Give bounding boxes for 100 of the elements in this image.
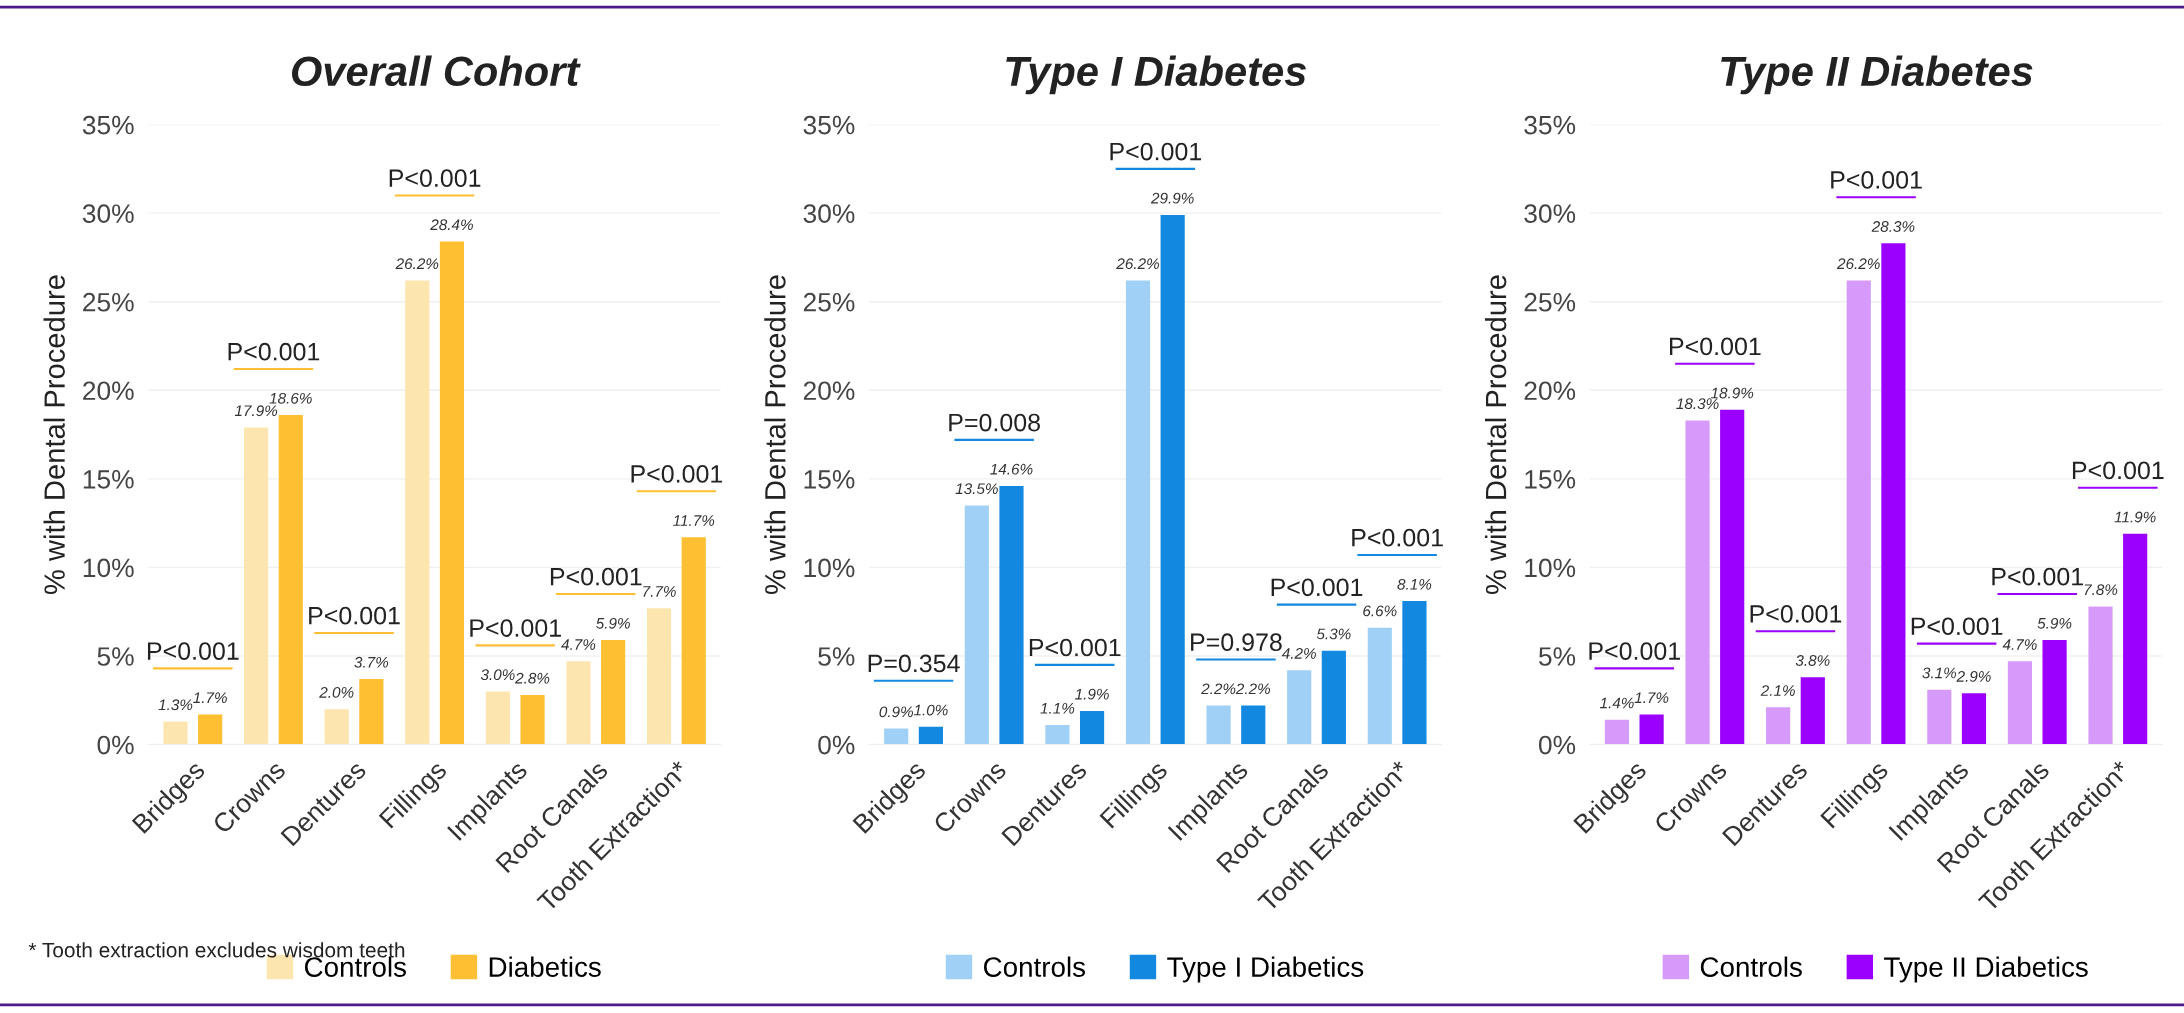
bar (278, 415, 303, 745)
bar (1287, 670, 1312, 745)
annotation: P<0.001 (147, 642, 239, 660)
bar (1045, 725, 1070, 745)
data-label: 14.6% (990, 463, 1033, 475)
data-label: 2.2% (1235, 683, 1271, 695)
y-tick-label: 10% (1525, 558, 1576, 578)
bar (2007, 661, 2032, 745)
bar (1241, 705, 1266, 745)
bar (1766, 707, 1791, 745)
bar (2042, 640, 2067, 745)
legend-label: Controls (984, 956, 1086, 977)
y-tick-label: 30% (803, 204, 855, 223)
bar (1846, 280, 1871, 745)
bar (163, 721, 188, 745)
data-label: 1.7% (193, 692, 227, 704)
data-label: 18.9% (1710, 387, 1754, 399)
bar (405, 280, 430, 745)
y-tick-label: 20% (1524, 381, 1576, 401)
legend-label: Type I Diabetics (1167, 956, 1364, 983)
y-tick-label: 5% (818, 647, 855, 666)
bar (324, 709, 349, 745)
data-label: 2.8% (515, 672, 550, 684)
annotation: P<0.001 (1589, 642, 1680, 660)
data-label: 5.9% (2037, 617, 2072, 629)
data-label: 4.7% (561, 639, 596, 650)
bar (1927, 689, 1952, 745)
y-tick-label: 0% (1538, 735, 1576, 755)
bar (1367, 627, 1392, 745)
data-label: 2.2% (1201, 683, 1236, 695)
bar (1160, 214, 1185, 745)
y-tick-label: 25% (83, 292, 134, 312)
bar (1639, 714, 1664, 745)
bar (520, 694, 545, 745)
y-tick-label: 35% (82, 115, 134, 135)
bar (964, 505, 989, 745)
annotation: P<0.001 (470, 619, 561, 637)
data-label: 0.9% (879, 706, 913, 718)
data-label: 26.2% (1836, 258, 1880, 270)
data-label: 18.3% (1676, 398, 1719, 410)
data-label: 11.7% (673, 515, 715, 526)
bar (601, 640, 626, 745)
data-label: 2.0% (319, 686, 354, 698)
data-label: 2.1% (1760, 685, 1795, 696)
y-tick-label: 15% (1525, 470, 1576, 489)
annotation: P=0.978 (1191, 633, 1282, 652)
y-tick-label: 30% (82, 204, 134, 223)
data-label: 3.0% (480, 669, 515, 681)
data-label: 26.2% (1116, 258, 1160, 270)
y-tick-label: 15% (83, 470, 134, 489)
chart-title: Overall Cohort (291, 55, 581, 87)
annotation: P=0.008 (949, 413, 1040, 432)
data-label: 5.3% (1316, 628, 1351, 640)
y-tick-label: 35% (1524, 115, 1576, 135)
data-label: 1.9% (1075, 688, 1109, 700)
annotation: P<0.001 (1670, 337, 1761, 356)
y-tick-label: 10% (83, 558, 134, 578)
data-label: 13.5% (955, 483, 998, 495)
bar (918, 726, 943, 745)
annotation: P<0.001 (1352, 528, 1443, 547)
data-label: 3.7% (354, 656, 389, 668)
bar (1685, 420, 1710, 745)
bar (1125, 280, 1151, 745)
chart-title: Type II Diabetes (1721, 55, 2033, 95)
bar (1206, 705, 1231, 745)
data-label: 5.9% (596, 617, 630, 629)
bar (1604, 719, 1630, 745)
y-tick-label: 5% (1538, 647, 1576, 666)
y-axis-title: % with Dental Procedure (764, 275, 786, 595)
text: * Tooth extraction excludes wisdom teeth (28, 942, 405, 958)
bar (198, 714, 223, 745)
y-tick-label: 0% (818, 735, 855, 755)
y-axis-title: % with Dental Procedure (1484, 275, 1507, 595)
bar (244, 427, 269, 745)
bar (1321, 650, 1346, 745)
y-axis-title: % with Dental Procedure (43, 275, 65, 595)
y-tick-label: 10% (804, 558, 855, 578)
bar (2088, 606, 2113, 745)
legend-label: Controls (1700, 956, 1802, 977)
data-label: 1.7% (1634, 692, 1669, 704)
data-label: 4.2% (1281, 647, 1316, 659)
bar (646, 608, 672, 745)
annotation: P<0.001 (389, 169, 481, 187)
data-label: 7.8% (2084, 584, 2118, 596)
y-tick-label: 15% (804, 470, 855, 489)
bar (485, 691, 510, 745)
annotation: P<0.001 (1029, 638, 1121, 657)
data-label: 6.6% (1363, 605, 1397, 617)
legend-label: Diabetics (489, 956, 601, 977)
legend-label: Type II Diabetics (1884, 956, 2088, 983)
data-label: 1.4% (1599, 697, 1634, 709)
data-label: 3.1% (1922, 667, 1957, 679)
annotation: P<0.001 (1831, 171, 1922, 189)
data-label: 29.9% (1150, 192, 1194, 204)
data-label: 26.2% (395, 258, 439, 270)
bar (439, 241, 465, 745)
annotation: P<0.001 (1271, 578, 1363, 597)
data-label: 4.7% (2002, 639, 2037, 650)
y-tick-label: 5% (97, 647, 134, 666)
annotation: P<0.001 (2072, 461, 2164, 480)
